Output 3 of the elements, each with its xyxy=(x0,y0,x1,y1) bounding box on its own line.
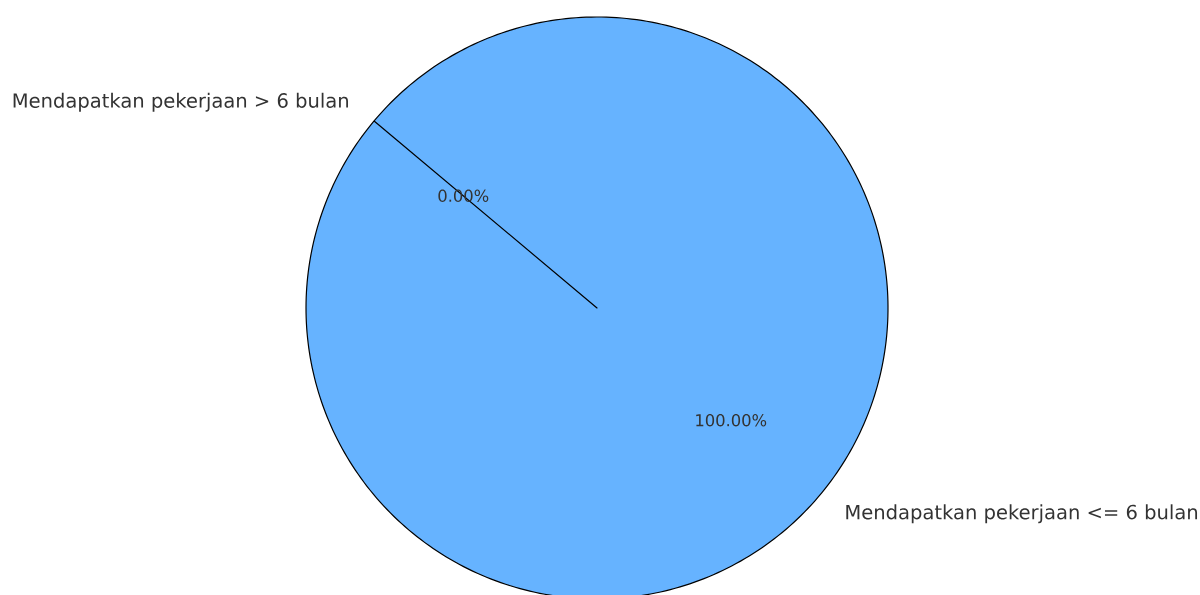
data-label: 100.00% xyxy=(696,414,767,427)
category-label: Mendapatkan pekerjaan > 6 bulan xyxy=(13,92,348,112)
slice-label: Mendapatkan pekerjaan <= 6 bulan xyxy=(846,504,1198,524)
